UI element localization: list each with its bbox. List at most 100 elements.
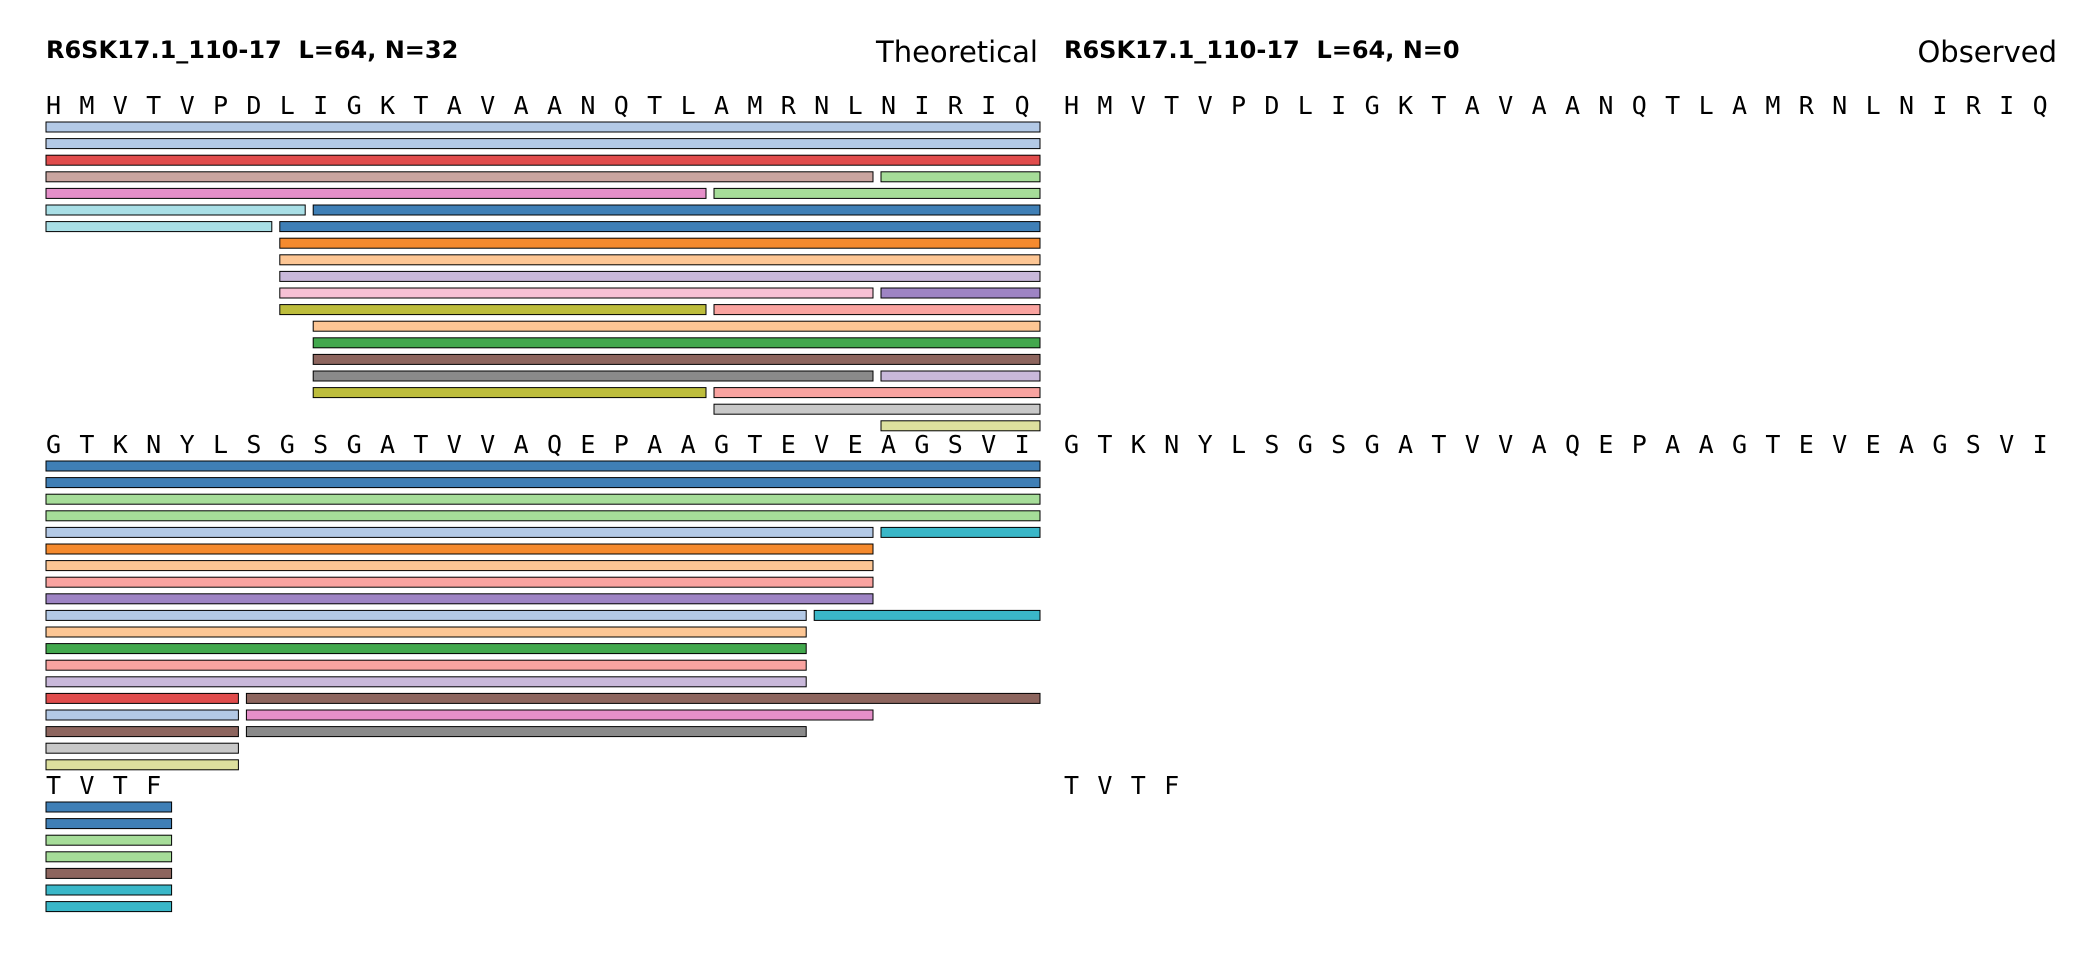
residue-letter: A — [447, 91, 462, 120]
peptide-bar — [45, 818, 173, 830]
residue-letter: I — [981, 91, 996, 120]
residue-letter: M — [79, 91, 94, 120]
residue-letter: L — [1699, 91, 1714, 120]
residue-letter: A — [514, 430, 529, 459]
residue-letter: R — [781, 91, 797, 120]
residue-letter: H — [46, 91, 61, 120]
residue-letter: E — [1799, 430, 1814, 459]
peptide-bar — [45, 609, 807, 621]
peptide-bar — [45, 204, 306, 216]
residue-letter: T — [1097, 430, 1112, 459]
theoretical-header: R6SK17.1_110-17 L=64, N=32 — [46, 36, 458, 64]
residue-letter: P — [213, 91, 228, 120]
observed-header: R6SK17.1_110-17 L=64, N=0 — [1064, 36, 1460, 64]
peptide-bar — [880, 171, 1041, 183]
residue-letter: N — [881, 91, 896, 120]
residue-letter: A — [647, 430, 662, 459]
peptide-bar — [45, 526, 874, 538]
peptide-bar — [45, 543, 874, 555]
residue-letter: V — [981, 430, 996, 459]
residue-letter: S — [313, 430, 328, 459]
residue-letter: G — [1732, 430, 1747, 459]
peptide-bar — [45, 867, 173, 879]
peptide-bar — [312, 370, 874, 382]
residue-letter: A — [1532, 430, 1547, 459]
residue-letter: V — [814, 430, 829, 459]
residue-letter: I — [2033, 430, 2048, 459]
residue-letter: Q — [547, 430, 562, 459]
residue-letter: G — [46, 430, 61, 459]
residue-letter: R — [1799, 91, 1815, 120]
peptide-bar — [713, 304, 1041, 316]
residue-letter: T — [413, 430, 428, 459]
residue-letter: I — [1331, 91, 1346, 120]
residue-letter: A — [1465, 91, 1480, 120]
peptide-bar — [45, 643, 807, 655]
residue-letter: A — [1699, 430, 1714, 459]
residue-letter: V — [480, 91, 495, 120]
peptide-bar — [45, 121, 1041, 133]
residue-letter: F — [1164, 771, 1179, 800]
residue-letter: T — [413, 91, 428, 120]
residue-letter: N — [1899, 91, 1914, 120]
residue-letter: G — [280, 430, 295, 459]
residue-letter: Q — [1632, 91, 1647, 120]
residue-letter: A — [1665, 430, 1680, 459]
residue-letter: G — [1064, 430, 1079, 459]
residue-letter: T — [1665, 91, 1680, 120]
residue-letter: L — [1231, 430, 1246, 459]
residue-letter: M — [1765, 91, 1780, 120]
residue-letter: R — [1966, 91, 1982, 120]
residue-letter: I — [1015, 430, 1030, 459]
residue-letter: K — [1398, 91, 1413, 120]
residue-letter: F — [146, 771, 161, 800]
peptide-bar — [45, 626, 807, 638]
residue-letter: T — [1765, 430, 1780, 459]
residue-letter: G — [347, 91, 362, 120]
residue-letter: T — [1431, 91, 1446, 120]
residue-letter: S — [1331, 430, 1346, 459]
residue-letter: A — [714, 91, 729, 120]
residue-letter: E — [580, 430, 595, 459]
observed-label: Observed — [1917, 35, 2057, 69]
residue-letter: N — [146, 430, 161, 459]
peptide-bar — [279, 287, 874, 299]
residue-letter: A — [1398, 430, 1413, 459]
residue-letter: N — [1832, 91, 1847, 120]
residue-letter: Q — [2033, 91, 2048, 120]
residue-letter: V — [1498, 430, 1513, 459]
residue-letter: V — [113, 91, 128, 120]
residue-letter: L — [280, 91, 295, 120]
peptide-bar — [45, 834, 173, 846]
residue-letter: E — [848, 430, 863, 459]
theoretical-coverage: H M V T V P D L I G K T A V A A N Q T L A M R N L N I R I QG T K N Y L S G S G… — [45, 91, 1041, 913]
peptide-bar — [45, 709, 239, 721]
peptide-bar — [45, 560, 874, 572]
peptide-bar — [312, 204, 1041, 216]
residue-letter: V — [1131, 91, 1146, 120]
residue-letter: G — [1365, 430, 1380, 459]
theoretical-panel: R6SK17.1_110-17 L=64, N=32 Theoretical H… — [45, 35, 1041, 913]
residue-letter: G — [1298, 430, 1313, 459]
residue-letter: V — [1999, 430, 2014, 459]
residue-letter: L — [848, 91, 863, 120]
peptide-bar — [245, 726, 807, 738]
peptide-bar — [713, 187, 1041, 199]
residue-letter: N — [814, 91, 829, 120]
residue-letter: E — [781, 430, 796, 459]
residue-letter: S — [1966, 430, 1981, 459]
residue-letter: T — [46, 771, 61, 800]
residue-letter: A — [1732, 91, 1747, 120]
residue-letter: V — [1465, 430, 1480, 459]
peptide-bar — [279, 270, 1041, 282]
peptide-bar — [880, 287, 1041, 299]
residue-letter: L — [681, 91, 696, 120]
peptide-bar — [813, 609, 1041, 621]
residue-letter: S — [948, 430, 963, 459]
residue-letter: V — [1198, 91, 1213, 120]
peptide-bar — [45, 477, 1041, 489]
peptide-bar — [45, 801, 173, 813]
